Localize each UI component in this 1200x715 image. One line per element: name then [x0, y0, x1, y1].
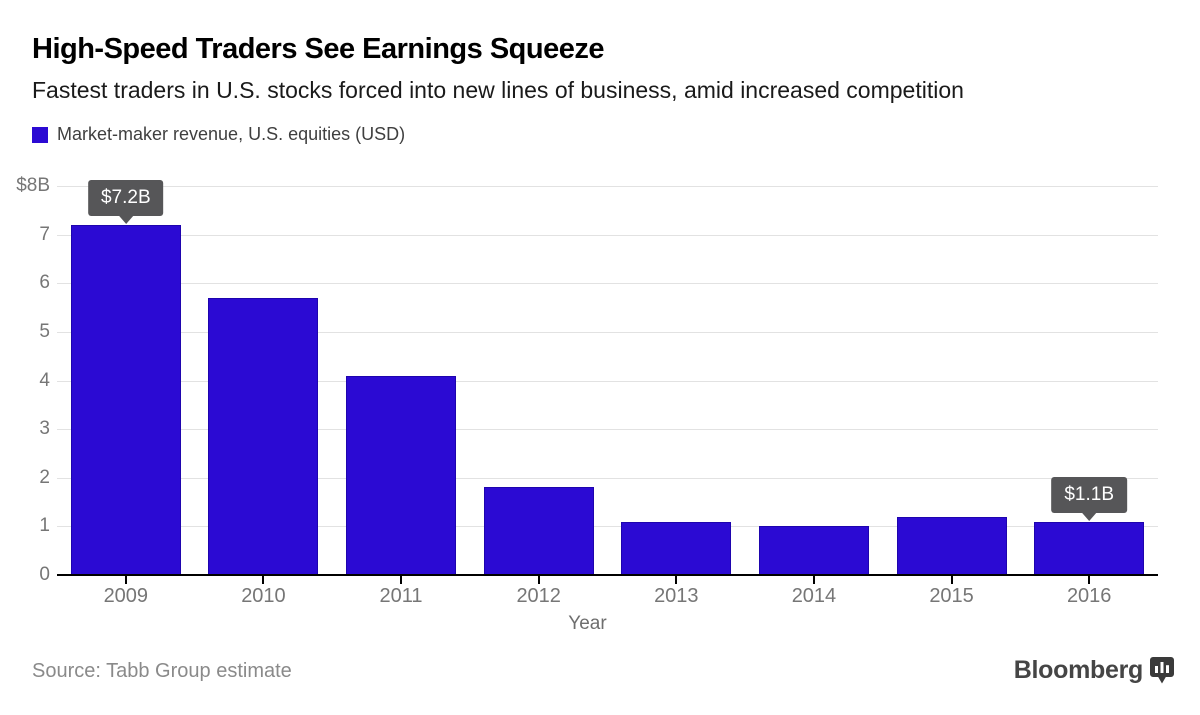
x-axis-title: Year [568, 613, 607, 634]
bar-series: $7.2B $1.1B [57, 179, 1158, 584]
x-tick-2013 [675, 576, 678, 584]
x-tick-label-2012: 2012 [516, 585, 561, 607]
gridline-5 [57, 331, 1158, 333]
x-axis-labels: 2009 2010 2011 2012 2013 2014 2015 2016 [57, 585, 1158, 608]
x-tick-label-2013: 2013 [654, 585, 699, 607]
annotation-callout-2016: $1.1B [1051, 476, 1128, 521]
bloomberg-wordmark: Bloomberg [1013, 656, 1144, 684]
y-tick-label-0: 0 [39, 564, 50, 585]
x-tick-2010 [262, 576, 265, 584]
y-axis-labels: $8B 7 6 5 4 3 2 1 0 [0, 175, 50, 585]
bar-2012 [483, 487, 594, 575]
source-note: Source: Tabb Group estimate [32, 660, 292, 682]
bar-slot-2011 [332, 186, 470, 584]
y-tick-label-2: 2 [39, 466, 50, 488]
gridline-8 [57, 186, 1158, 187]
gridline-7 [57, 234, 1158, 236]
x-tick-2016 [1088, 576, 1091, 584]
x-tick-label-2014: 2014 [791, 585, 837, 607]
x-tick-label-2010: 2010 [241, 585, 286, 607]
x-tick-2015 [950, 576, 953, 584]
bar-2011 [346, 375, 457, 575]
bar-2014 [758, 526, 869, 575]
bloomberg-logo: Bloomberg [1014, 656, 1174, 685]
x-tick-label-2011: 2011 [379, 585, 423, 607]
gridline-6 [57, 283, 1158, 285]
bar-slot-2014 [745, 186, 883, 584]
legend: Market-maker revenue, U.S. equities (USD… [32, 124, 405, 145]
bar-2010 [208, 297, 319, 575]
x-tick-label-2016: 2016 [1066, 585, 1112, 607]
x-tick-2012 [537, 576, 540, 584]
bar-slot-2010 [195, 186, 333, 584]
page-title: High-Speed Traders See Earnings Squeeze [32, 33, 604, 65]
bar-slot-2009: $7.2B [57, 179, 195, 584]
legend-swatch [32, 126, 48, 143]
y-tick-label-6: 6 [39, 272, 50, 294]
bar-slot-2012 [470, 186, 608, 584]
gridline-1 [57, 526, 1158, 528]
bar-2009 [70, 224, 181, 575]
x-tick-label-2009: 2009 [103, 585, 149, 607]
bar-2015 [896, 516, 1007, 575]
gridline-4 [57, 380, 1158, 382]
x-tick-2009 [124, 576, 127, 584]
x-tick-label-2015: 2015 [929, 585, 974, 607]
bloomberg-chart-bubble-icon [1150, 657, 1174, 684]
legend-label: Market-maker revenue, U.S. equities (USD… [57, 124, 406, 144]
bar-slot-2016: $1.1B [1020, 186, 1158, 584]
y-tick-label-4: 4 [39, 369, 50, 391]
annotation-callout-2009: $7.2B [87, 179, 164, 224]
bar-slot-2015 [883, 186, 1021, 584]
y-tick-label-5: 5 [39, 320, 50, 342]
gridline-3 [57, 429, 1158, 431]
bar-slot-2013 [608, 186, 746, 584]
y-tick-label-7: 7 [39, 223, 50, 245]
gridline-2 [57, 477, 1158, 479]
y-tick-label-8: $8B [16, 175, 50, 196]
y-tick-label-3: 3 [39, 418, 50, 440]
x-axis-line [57, 574, 1158, 576]
bar-2016 [1034, 521, 1145, 575]
y-tick-label-1: 1 [39, 515, 50, 537]
bar-2013 [621, 521, 732, 575]
x-tick-2011 [400, 576, 403, 584]
page-subtitle: Fastest traders in U.S. stocks forced in… [32, 77, 964, 103]
x-tick-2014 [812, 576, 815, 584]
plot-area: $7.2B $1.1B [57, 179, 1158, 584]
